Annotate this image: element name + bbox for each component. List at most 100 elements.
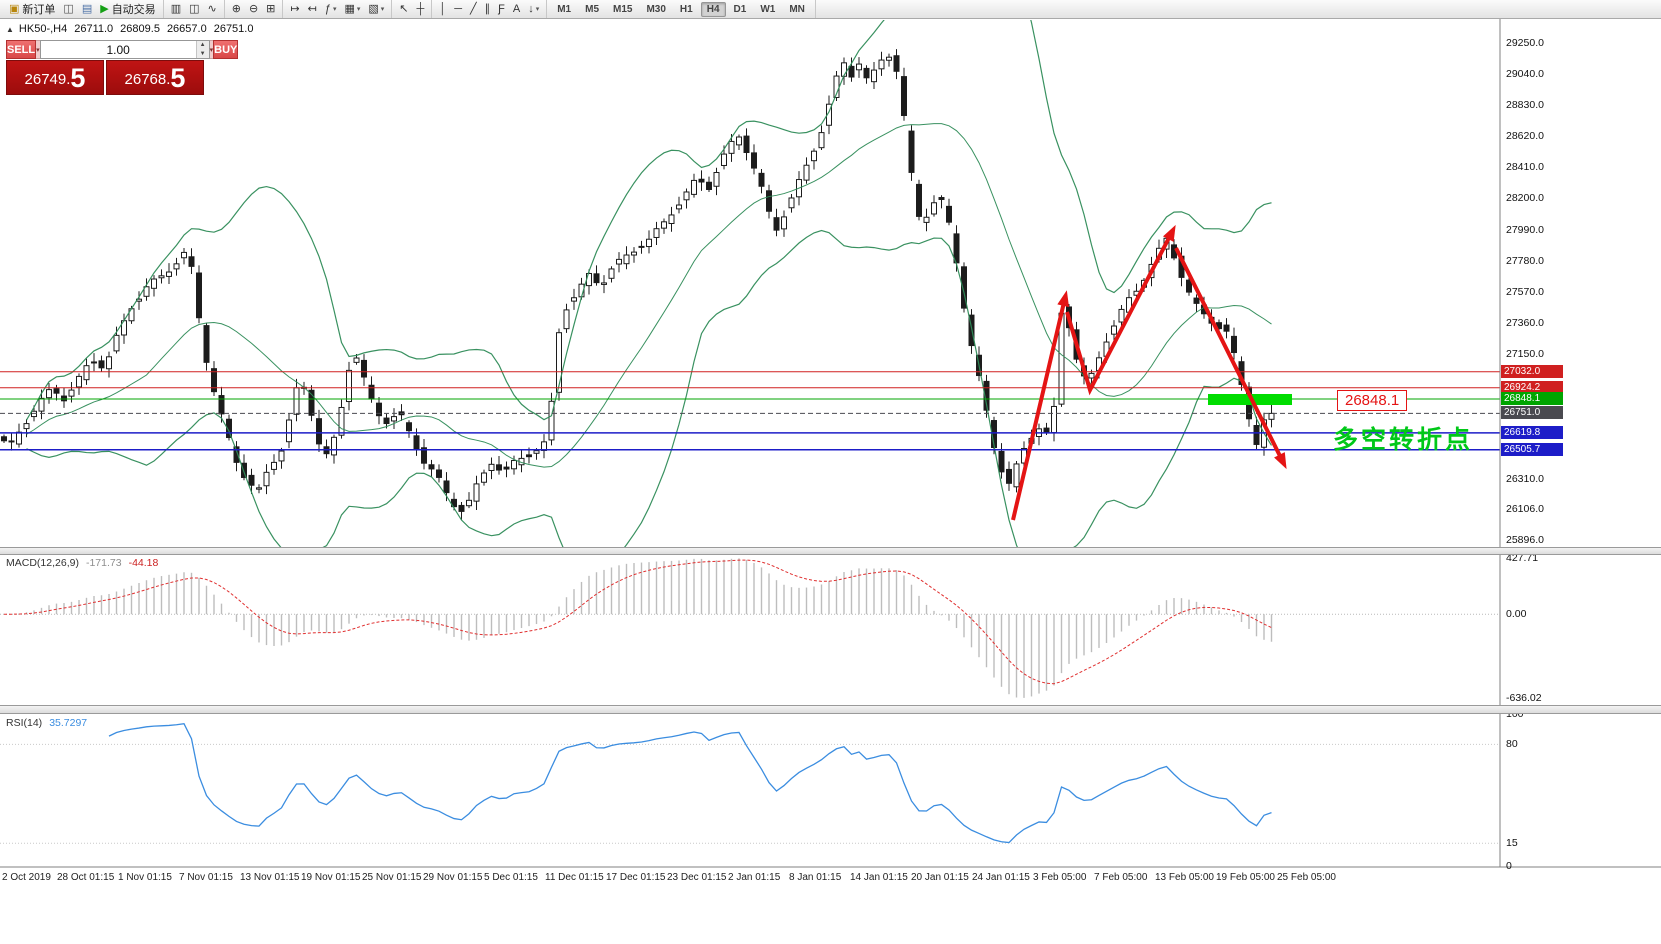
time-label: 5 Dec 01:15	[484, 872, 538, 883]
price-tag: 26751.0	[1501, 406, 1563, 420]
time-label: 24 Jan 01:15	[972, 872, 1030, 883]
bar-chart-mode-button[interactable]: ▥	[168, 2, 184, 17]
buy-price-big-digit: 5	[170, 63, 186, 93]
price-tick: 27990.0	[1506, 223, 1544, 236]
sell-button[interactable]: SELL	[6, 40, 37, 59]
price-tick: 27150.0	[1506, 348, 1544, 361]
price-tag: 26505.7	[1501, 442, 1563, 456]
equidistant-channel-icon: ∥	[484, 2, 491, 15]
price-tick: 28830.0	[1506, 99, 1544, 112]
price-tick: 29040.0	[1506, 67, 1544, 80]
sell-price: 26749.	[24, 71, 71, 88]
profiles-button[interactable]: ▤	[79, 2, 95, 17]
auto-trading-button[interactable]: ▶ 自动交易	[100, 2, 156, 17]
equidistant-channel-button[interactable]: ∥	[482, 2, 494, 17]
crosshair-icon: ┼	[416, 2, 425, 15]
tf-d1-button[interactable]: D1	[733, 3, 747, 15]
periods-button[interactable]: ▦ ▾	[344, 2, 361, 15]
zoom-out-icon: ⊖	[248, 2, 259, 15]
tf-m15-button[interactable]: M15	[613, 3, 633, 15]
tf-m5-button[interactable]: M5	[585, 3, 600, 15]
periods-icon: ▦	[344, 2, 355, 15]
tf-m1-button[interactable]: M1	[557, 3, 572, 15]
volume-up-button[interactable]: ▲	[196, 41, 209, 50]
time-label: 23 Dec 01:15	[667, 872, 727, 883]
chart-windows-icon: ◫	[63, 2, 74, 15]
time-label: 14 Jan 01:15	[850, 872, 908, 883]
chart-windows-button[interactable]: ◫	[60, 2, 76, 17]
sell-price-big-digit: 5	[70, 63, 86, 93]
fibonacci-retracement-icon: Ƒ	[498, 2, 505, 15]
crosshair-button[interactable]: ┼	[414, 2, 428, 17]
panel-separator-rsi[interactable]	[0, 705, 1661, 714]
one-click-collapse-icon[interactable]: ▲	[6, 24, 14, 34]
panel-separator-macd[interactable]	[0, 547, 1661, 555]
price-tick: 27780.0	[1506, 254, 1544, 267]
arrows-tool-button[interactable]: ↓ ▾	[528, 2, 540, 15]
tile-windows-button[interactable]: ⊞	[263, 2, 278, 17]
volume-down-button[interactable]: ▼	[196, 49, 209, 58]
zoom-in-button[interactable]: ⊕	[229, 2, 244, 17]
buy-button[interactable]: BUY	[213, 40, 239, 59]
toolbar: ▣ 新订单 ◫ ▤ ▶ 自动交易 ▥ ◫ ∿ ⊕ ⊖ ⊞ ↦ ↤ ƒ ▾ ▦ ▾ ▧ ▾ ↖ ┼ │ ─ ╱ ∥ Ƒ A ↓ ▾ M1 M5 M…	[0, 0, 1661, 19]
time-label: 20 Jan 01:15	[911, 872, 969, 883]
auto-scroll-button[interactable]: ↦	[287, 2, 302, 17]
new-order-button[interactable]: ▣ 新订单	[9, 2, 56, 17]
bar-chart-mode-icon: ▥	[170, 2, 182, 15]
profiles-icon: ▤	[81, 2, 93, 15]
time-axis[interactable]: 2 Oct 2019 28 Oct 01:15 1 Nov 01:15 7 Nov 0…	[0, 872, 1661, 888]
tf-h4-button[interactable]: H4	[700, 1, 726, 17]
sell-price-button[interactable]: 26749. 5	[6, 60, 104, 95]
chart-shift-button[interactable]: ↤	[305, 2, 320, 17]
macd-axis-label: -636.02	[1506, 691, 1542, 704]
price-tick: 28200.0	[1506, 192, 1544, 205]
volume-input[interactable]	[40, 41, 196, 58]
buy-price-button[interactable]: 26768. 5	[106, 60, 204, 95]
ohlc-close: 26751.0	[213, 23, 254, 35]
time-label: 17 Dec 01:15	[606, 872, 666, 883]
fibonacci-retracement-button[interactable]: Ƒ	[495, 2, 508, 17]
text-label-button[interactable]: A	[510, 2, 523, 17]
price-tick: 29250.0	[1506, 36, 1544, 49]
trendline-icon: ╱	[469, 2, 477, 15]
time-label: 25 Nov 01:15	[362, 872, 422, 883]
price-tick: 26310.0	[1506, 472, 1544, 485]
price-tick: 25896.0	[1506, 534, 1544, 547]
time-label: 2 Jan 01:15	[728, 872, 781, 883]
tf-mn-button[interactable]: MN	[789, 3, 805, 15]
horizontal-line-button[interactable]: ─	[451, 2, 465, 17]
tf-h1-button[interactable]: H1	[679, 3, 693, 15]
buy-dropdown-caret[interactable]: ▾	[209, 40, 214, 59]
price-tick: 27570.0	[1506, 285, 1544, 298]
tf-w1-button[interactable]: W1	[760, 3, 776, 15]
indicators-icon: ƒ	[324, 2, 331, 15]
cursor-button[interactable]: ↖	[396, 2, 411, 17]
macd-main-value: -171.73	[85, 557, 122, 569]
symbol-title: HK50-,H4	[18, 23, 68, 35]
time-label: 19 Nov 01:15	[301, 872, 361, 883]
trendline-button[interactable]: ╱	[467, 2, 480, 17]
time-label: 8 Jan 01:15	[789, 872, 842, 883]
auto-trading-icon: ▶	[100, 2, 109, 15]
vertical-line-button[interactable]: │	[436, 2, 449, 17]
tf-m30-button[interactable]: M30	[646, 3, 666, 15]
rsi-axis-label: 80	[1506, 738, 1518, 751]
macd-signal-value: -44.18	[128, 557, 159, 569]
auto-scroll-icon: ↦	[290, 2, 300, 15]
line-chart-mode-button[interactable]: ∿	[205, 2, 220, 17]
rsi-axis-label: 0	[1506, 860, 1512, 872]
templates-icon: ▧	[368, 2, 379, 15]
rsi-label: RSI(14) 35.7297	[6, 717, 88, 729]
indicators-button[interactable]: ƒ ▾	[324, 2, 337, 15]
time-label: 7 Feb 05:00	[1094, 872, 1148, 883]
zoom-out-button[interactable]: ⊖	[246, 2, 261, 17]
candlestick-mode-button[interactable]: ◫	[186, 2, 202, 17]
price-tick: 26106.0	[1506, 503, 1544, 516]
sell-dropdown-caret[interactable]: ▾	[36, 40, 40, 59]
price-tag: 27032.0	[1501, 364, 1563, 378]
price-tag: 26924.2	[1501, 380, 1563, 394]
candlestick-mode-icon: ◫	[189, 2, 200, 15]
templates-button[interactable]: ▧ ▾	[368, 2, 385, 15]
ohlc-low: 26657.0	[166, 23, 207, 35]
